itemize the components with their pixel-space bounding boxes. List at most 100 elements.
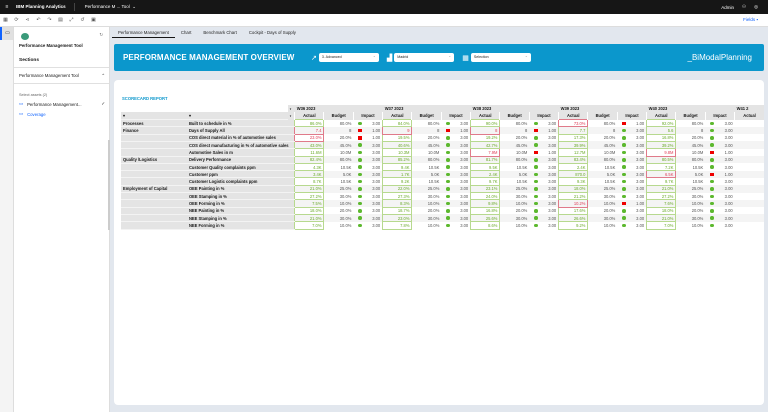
actual-cell[interactable]: 23.0%	[382, 213, 413, 223]
actual-cell[interactable]: 18.7%	[382, 206, 413, 215]
share-icon[interactable]: ⋖	[25, 17, 30, 23]
save-icon[interactable]: ▤	[58, 17, 63, 23]
actual-cell[interactable]: 2.4K	[470, 170, 501, 179]
actual-cell[interactable]: 26.6%	[558, 213, 589, 223]
help-icon[interactable]: ◎	[754, 4, 758, 9]
actual-cell[interactable]: 86.0%	[294, 119, 325, 128]
row-dim-header[interactable]: ▾	[121, 112, 187, 121]
actual-cell[interactable]: 27.3%	[382, 192, 413, 201]
actual-cell[interactable]: 9.3K	[558, 177, 589, 186]
week-header[interactable]: W40 2023	[646, 105, 735, 113]
actual-cell[interactable]: 18.0%	[294, 206, 325, 215]
week-header[interactable]: W38 2023	[470, 105, 559, 113]
grid-icon[interactable]: ▦	[3, 17, 8, 23]
user-name[interactable]: Admin	[721, 4, 735, 10]
actual-cell[interactable]: 7.4	[294, 126, 325, 135]
actual-cell[interactable]: 21.0%	[294, 213, 325, 223]
actual-cell[interactable]: 27.2%	[294, 192, 325, 201]
selection-dropdown[interactable]: Selection	[470, 52, 531, 62]
actual-cell[interactable]: 18.0%	[646, 206, 677, 215]
actual-cell[interactable]: 92.0%	[646, 119, 677, 128]
expand-icon[interactable]: ▾	[287, 105, 295, 113]
actual-cell[interactable]: 8.7K	[294, 177, 325, 186]
actual-cell[interactable]: 11.6M	[294, 148, 325, 157]
actual-cell[interactable]: 27.2%	[646, 192, 677, 201]
actual-cell[interactable]: 870.0	[558, 170, 589, 179]
actual-cell[interactable]: 73.0%	[558, 119, 589, 128]
actual-cell[interactable]: 8	[470, 126, 501, 135]
actual-cell[interactable]: 43.0%	[294, 140, 325, 150]
actual-cell[interactable]: 6.5K	[646, 170, 677, 179]
actual-cell[interactable]: 2.4K	[558, 162, 589, 172]
tab-chart[interactable]: Chart	[180, 30, 192, 35]
week-header[interactable]: W41 2	[734, 105, 764, 113]
actual-cell[interactable]: 21.0%	[646, 184, 677, 194]
actual-cell[interactable]: 4.3K	[294, 162, 325, 172]
actual-cell[interactable]: 23.0%	[294, 133, 325, 143]
actual-cell[interactable]: 21.2%	[558, 192, 589, 201]
actual-cell[interactable]: 3.4K	[294, 170, 325, 179]
actual-cell[interactable]: 17.3%	[558, 133, 589, 143]
actual-cell[interactable]: 19.5%	[382, 133, 413, 143]
expand-icon[interactable]: ▾	[287, 112, 295, 120]
actual-cell[interactable]: 22.0%	[382, 184, 413, 194]
actual-cell[interactable]: 10.3M	[382, 148, 413, 157]
redo-icon[interactable]: ↷	[47, 17, 52, 23]
week-header[interactable]: W36 2023	[294, 105, 383, 113]
actual-cell[interactable]: 7.6%	[646, 199, 677, 208]
actual-cell[interactable]: 9.7K	[646, 177, 677, 186]
actual-cell[interactable]: 5.6	[646, 126, 677, 135]
scenario-dropdown[interactable]: 3. Advanced	[318, 52, 379, 62]
actual-cell[interactable]: 9.8%	[470, 199, 501, 208]
actual-cell[interactable]: 12.7M	[558, 148, 589, 157]
actual-cell[interactable]: 9.8M	[646, 148, 677, 157]
actual-cell[interactable]: 7.7	[558, 126, 589, 135]
actual-cell[interactable]: 19.2%	[470, 133, 501, 143]
actual-cell[interactable]: 16.8%	[646, 133, 677, 143]
actual-cell[interactable]: 82.4%	[294, 155, 325, 164]
actual-cell[interactable]: 7.0%	[294, 221, 325, 230]
tab-performance-management[interactable]: Performance Management	[112, 28, 175, 38]
actual-cell[interactable]: 85.2%	[382, 155, 413, 164]
actual-cell[interactable]: 9.5K	[470, 162, 501, 172]
present-icon[interactable]: ▣	[91, 17, 96, 23]
actual-cell[interactable]: 18.0%	[558, 184, 589, 194]
fields-button[interactable]: Fields ▪	[743, 17, 758, 22]
actual-cell[interactable]: 9.4K	[382, 162, 413, 172]
actual-cell[interactable]: 80.5%	[646, 155, 677, 164]
week-header[interactable]: W39 2023	[558, 105, 647, 113]
asset-item-coverage[interactable]: ▭ Coverage	[19, 111, 105, 117]
asset-item-performance[interactable]: ▭ Performance Management... ✓	[19, 101, 105, 107]
actual-cell[interactable]: 7.0%	[646, 221, 677, 230]
actual-cell[interactable]: 40.6%	[382, 140, 413, 150]
refresh-icon[interactable]: ⟳	[14, 17, 19, 23]
tab-benchmark-chart[interactable]: Benchmark Chart	[203, 30, 237, 35]
actual-cell[interactable]: 9	[382, 126, 413, 135]
actual-cell[interactable]: 81.7%	[470, 155, 501, 164]
location-dropdown[interactable]: Madrid	[394, 52, 455, 62]
actual-cell[interactable]: 39.2%	[646, 140, 677, 150]
section-group[interactable]: Performance Management Tool ⌃	[19, 73, 105, 79]
actual-cell[interactable]: 90.0%	[470, 119, 501, 128]
actual-cell[interactable]: 7.9M	[470, 148, 501, 157]
tab-cockpit[interactable]: Cockpit - Days of Supply	[248, 30, 296, 35]
assets-icon[interactable]: ▭	[0, 27, 13, 40]
actual-cell[interactable]: 21.0%	[294, 184, 325, 194]
actual-cell[interactable]: 7.8%	[382, 221, 413, 230]
actual-cell[interactable]: 8.6%	[470, 221, 501, 230]
actual-cell[interactable]: 8.3%	[382, 199, 413, 208]
menu-icon[interactable]: ≡	[5, 4, 9, 10]
actual-cell[interactable]: 25.6%	[470, 213, 501, 223]
user-icon[interactable]: ⚇	[742, 4, 747, 9]
expand-icon[interactable]: ⤢	[69, 17, 74, 23]
actual-cell[interactable]: 39.9%	[558, 140, 589, 150]
actual-cell[interactable]: 7.5%	[294, 199, 325, 208]
actual-cell[interactable]: 23.1%	[470, 184, 501, 194]
actual-cell[interactable]: 16.8%	[470, 206, 501, 215]
undo-icon[interactable]: ↶	[36, 17, 41, 23]
panel-resize-handle[interactable]	[108, 140, 110, 230]
row-dim-header[interactable]: ▾	[186, 112, 288, 121]
week-header[interactable]: W37 2023	[382, 105, 471, 113]
refresh-icon[interactable]: ↻	[99, 32, 103, 37]
actual-cell[interactable]: 83.4%	[558, 155, 589, 164]
